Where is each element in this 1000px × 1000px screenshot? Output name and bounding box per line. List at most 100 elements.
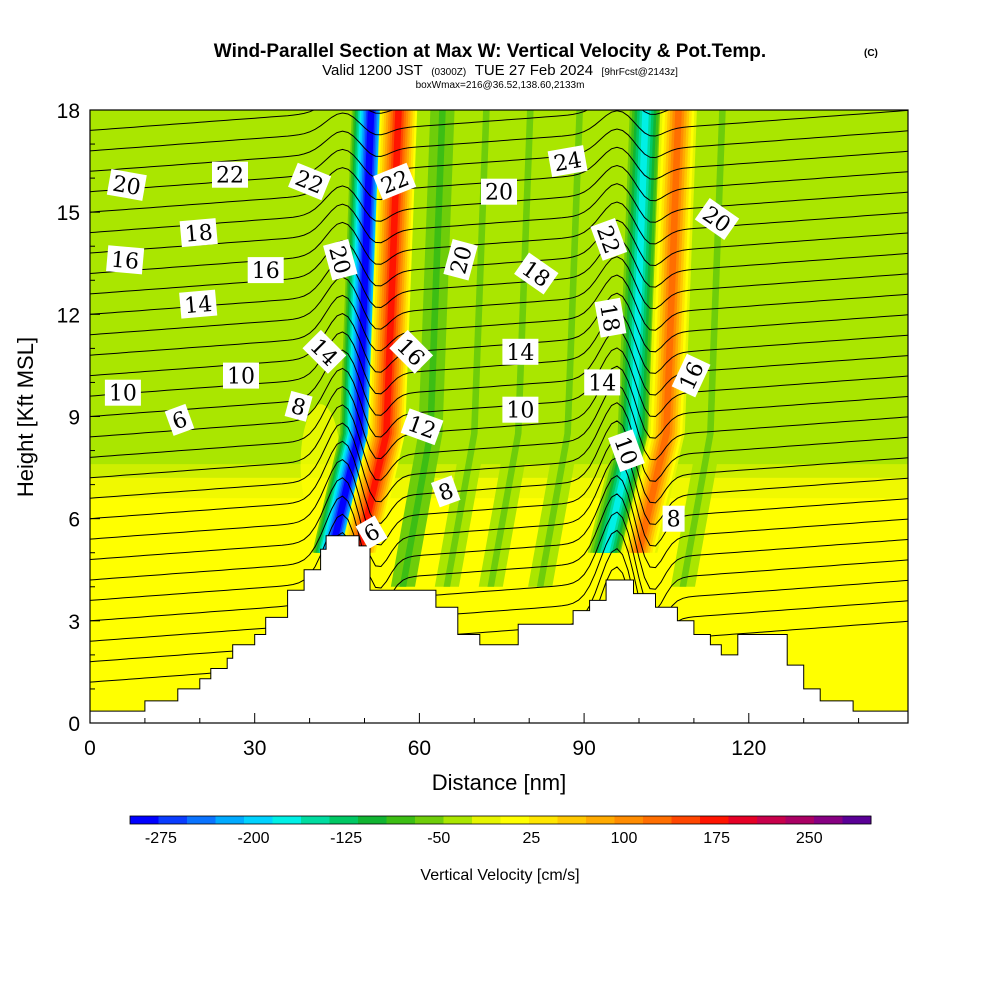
contour-label: 14: [584, 369, 621, 396]
y-tick-label: 15: [57, 202, 80, 225]
contour-label: 16: [106, 245, 145, 275]
contour-label-bg: [106, 245, 145, 275]
y-tick-label: 9: [68, 407, 80, 430]
colorbar-swatch: [586, 816, 615, 824]
contour-label: 10: [223, 362, 259, 390]
colorbar-tick-label: -50: [427, 830, 450, 847]
contour-label: 8: [430, 475, 461, 508]
colorbar-swatch: [272, 816, 302, 824]
contour-label-bg: [502, 338, 539, 365]
contour-label-bg: [594, 297, 627, 338]
contour-label-text: 20: [485, 181, 513, 206]
theta-contour: [90, 219, 908, 295]
contour-label-text: 14: [183, 292, 213, 319]
contour-label-bg: [212, 161, 248, 188]
contour-label-bg: [694, 198, 740, 240]
contour-label: 22: [373, 162, 417, 201]
contour-label-bg: [481, 178, 517, 205]
colorbar-tick-label: 250: [796, 830, 823, 847]
contour-label: 18: [179, 218, 218, 248]
theta-contour: [90, 547, 908, 675]
x-tick-label: 0: [84, 737, 96, 760]
contour-label: 6: [164, 403, 195, 436]
theta-contour: [90, 529, 908, 654]
chart-title: Wind-Parallel Section at Max W: Vertical…: [214, 41, 766, 62]
contour-label-bg: [223, 362, 259, 389]
theta-contour: [90, 256, 908, 336]
theta-contour: [90, 201, 908, 274]
contour-label-text: 14: [588, 371, 616, 396]
contour-label: 8: [662, 505, 685, 533]
x-axis-label: Distance [nm]: [432, 770, 567, 795]
colorbar-swatch: [329, 816, 359, 824]
contour-label: 20: [443, 239, 478, 281]
contour-label: 10: [608, 429, 645, 472]
velocity-band-0: [326, 110, 376, 553]
colorbar-swatch: [244, 816, 273, 824]
theta-contour: [90, 365, 908, 460]
contour-label: 22: [212, 161, 248, 189]
chart-subtitle-box: boxWmax=216@36.52,138.60,2133m: [416, 80, 585, 91]
contour-label: 22: [288, 162, 332, 201]
contour-label-bg: [584, 369, 621, 396]
colorbar-swatch: [187, 816, 216, 824]
colorbar-swatch: [472, 816, 501, 824]
contour-label-text: 10: [109, 382, 137, 407]
x-tick-label: 120: [731, 737, 766, 760]
contour-label: 24: [547, 145, 588, 178]
contour-label-bg: [106, 168, 147, 201]
contour-label-text: 18: [594, 302, 623, 334]
colorbar-swatch: [700, 816, 729, 824]
contour-label-bg: [514, 252, 559, 295]
theta-contour: [90, 402, 908, 503]
colorbar-frame: [129, 815, 872, 825]
contour-label-bg: [443, 239, 478, 281]
velocity-band-2: [399, 110, 446, 587]
theta-contour: [90, 456, 908, 568]
contour-label-bg: [671, 353, 711, 398]
theta-contour: [90, 274, 908, 356]
contour-label-text: 22: [216, 164, 244, 189]
theta-contour: [90, 347, 908, 438]
colorbar-swatch: [671, 816, 701, 824]
theta-contour: [90, 383, 908, 481]
contour-label: 20: [481, 178, 517, 206]
colorbar-tick-label: -275: [145, 830, 177, 847]
contour-label-bg: [608, 429, 645, 472]
theta-contour: [90, 183, 908, 254]
contour-label: 14: [179, 289, 218, 319]
contour-label-bg: [662, 505, 685, 532]
colorbar-tick-label: 100: [611, 830, 638, 847]
x-tick-label: 90: [572, 737, 595, 760]
contour-label: 20: [106, 168, 147, 201]
contour-label-bg: [430, 475, 461, 508]
contour-label: 22: [590, 218, 628, 261]
colorbar-tick-label: -200: [237, 830, 269, 847]
colorbar-tick-label: -125: [330, 830, 362, 847]
contour-label-text: 16: [252, 259, 280, 284]
contour-label-bg: [355, 515, 388, 550]
contour-label-bg: [164, 403, 195, 436]
y-axis: 0 3 6 9 12 15 18: [57, 100, 100, 736]
theta-contour: [90, 493, 908, 611]
contour-label-bg: [104, 379, 141, 406]
colorbar-swatch: [443, 816, 473, 824]
y-tick-label: 12: [57, 304, 80, 327]
colorbar-swatch: [130, 816, 159, 824]
theta-contour: [90, 110, 395, 131]
contour-label-text: 18: [184, 220, 214, 247]
theta-contour: [90, 329, 908, 417]
contour-label-text: 14: [506, 341, 534, 366]
x-axis: 0 30 60 90 120: [84, 713, 860, 760]
colorbar: -275 -200 -125 -50 25 100 175 250: [129, 815, 872, 847]
velocity-patch: [196, 530, 225, 671]
colorbar-swatch: [643, 816, 672, 824]
contour-label-bg: [547, 145, 588, 178]
valid-time: Valid 1200 JST: [322, 62, 423, 79]
contour-label: 16: [247, 257, 284, 284]
contour-label-bg: [373, 162, 417, 201]
contour-label-text: 24: [552, 148, 584, 177]
colorbar-swatch: [386, 816, 416, 824]
